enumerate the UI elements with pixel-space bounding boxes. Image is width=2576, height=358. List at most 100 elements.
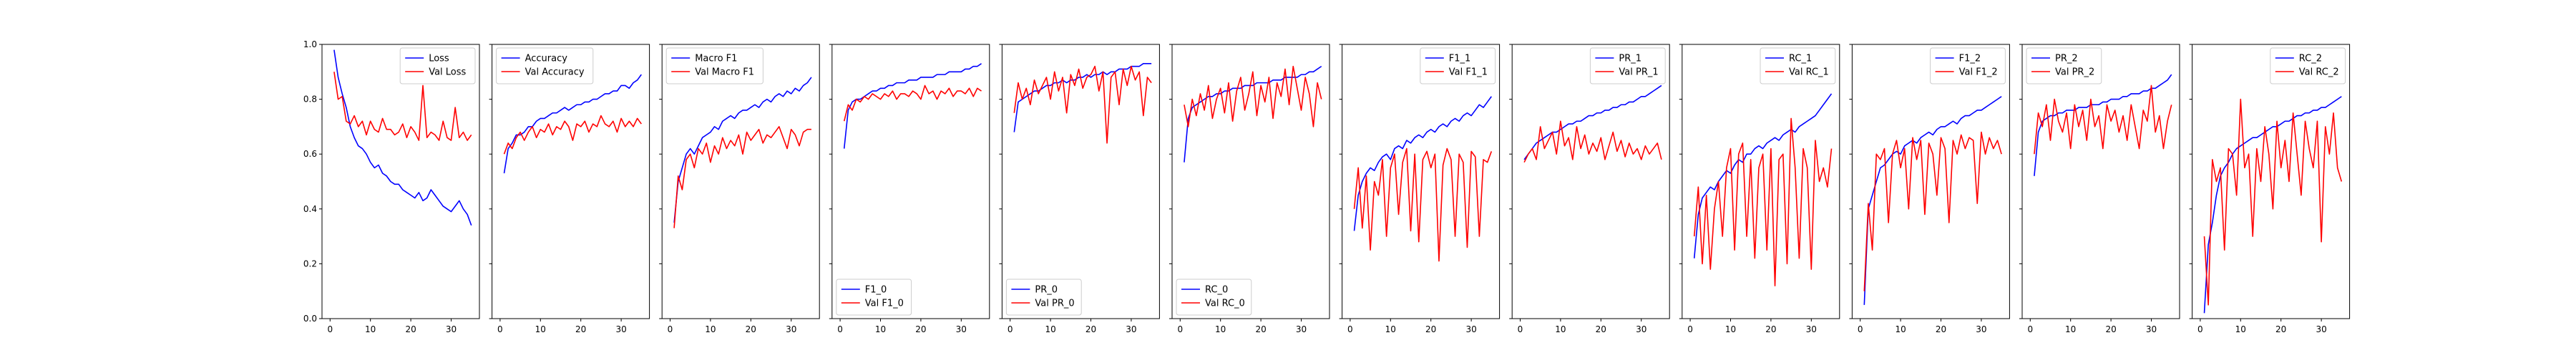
subplot-2: 0 10 20 30 Accuracy Val Accuracy: [489, 44, 650, 334]
legend-label: Val F1_0: [865, 299, 904, 309]
legend: Accuracy Val Accuracy: [496, 47, 594, 84]
legend-box: [1760, 47, 1836, 84]
x-tick-label: 20: [1765, 324, 1776, 334]
legend-box: [1930, 47, 2006, 84]
x-tick-label: 0: [837, 324, 843, 334]
x-tick-label: 10: [1385, 324, 1396, 334]
legend-label: PR_2: [2055, 54, 2078, 64]
legend-box: [836, 279, 912, 316]
legend-label: PR_1: [1619, 54, 1641, 64]
x-tick-label: 30: [1636, 324, 1646, 334]
series-line-1: [843, 63, 982, 149]
x-tick-label: 30: [1465, 324, 1476, 334]
x-tick-label: 30: [2146, 324, 2157, 334]
subplot-3: 0 10 20 30 Macro F1 Val Macro F1: [659, 44, 820, 334]
axes-frame: [1511, 44, 1670, 319]
axes-frame: [1001, 44, 1160, 319]
axes-frame: [321, 44, 480, 319]
legend-label: RC_0: [1205, 285, 1228, 296]
y-tick-label: 0.8: [303, 95, 317, 105]
legend: PR_1 Val PR_1: [1589, 47, 1666, 84]
x-tick-label: 20: [1255, 324, 1266, 334]
legend-label: Val F1_2: [1959, 67, 1998, 78]
legend-box: [2026, 47, 2102, 84]
series-line-1: [1184, 65, 1322, 163]
legend-label: Macro F1: [695, 54, 737, 64]
x-tick-label: 20: [405, 324, 416, 334]
series-line-2: [1353, 147, 1493, 262]
x-tick-label: 30: [956, 324, 967, 334]
legend: F1_0 Val F1_0: [836, 279, 912, 316]
x-tick-label: 10: [535, 324, 546, 334]
legend-box: [1589, 47, 1666, 84]
legend-box: [665, 47, 763, 84]
subplot-4: 0 10 20 30 F1_0 Val F1_0: [829, 44, 990, 334]
x-tick-label: 30: [1296, 324, 1307, 334]
x-tick-label: 20: [1425, 324, 1436, 334]
x-tick-label: 0: [2197, 324, 2203, 334]
y-tick-label: 0.6: [303, 149, 317, 159]
axes-frame: [1851, 44, 2010, 319]
x-tick-label: 10: [705, 324, 716, 334]
series-line-2: [1693, 117, 1833, 286]
x-tick-label: 10: [1215, 324, 1226, 334]
legend: Loss Val Loss: [399, 47, 476, 84]
x-tick-label: 10: [365, 324, 376, 334]
x-tick-label: 20: [1085, 324, 1096, 334]
subplot-7: 0 10 20 30 F1_1 Val F1_1: [1339, 44, 1501, 334]
legend-box: [496, 47, 594, 84]
series-line-1: [1353, 96, 1492, 231]
series-line-1: [503, 74, 642, 174]
legend-label: Accuracy: [525, 54, 568, 64]
legend-label: Loss: [429, 54, 449, 64]
series-line-2: [1863, 131, 2002, 291]
legend-label: RC_2: [2299, 54, 2322, 64]
legend: PR_2 Val PR_2: [2026, 47, 2102, 84]
x-tick-label: 10: [2065, 324, 2076, 334]
legend-label: Val Macro F1: [695, 67, 754, 78]
x-tick-label: 0: [1347, 324, 1353, 334]
series-line-2: [2203, 98, 2343, 306]
x-tick-label: 20: [2105, 324, 2116, 334]
legend-label: RC_1: [1789, 54, 1812, 64]
series-line-2: [1184, 65, 1322, 127]
legend: PR_0 Val PR_0: [1005, 279, 1082, 316]
axes-frame: [2021, 44, 2180, 319]
legend-box: [1420, 47, 1496, 84]
series-line-1: [673, 77, 812, 223]
legend-label: Val Accuracy: [525, 67, 585, 78]
legend-label: F1_0: [865, 285, 887, 296]
legend-label: Val PR_1: [1619, 67, 1658, 78]
subplot-12: 0 10 20 30 RC_2 Val RC_2: [2189, 44, 2351, 334]
axes-frame: [492, 44, 650, 319]
legend-label: Val RC_1: [1789, 67, 1829, 78]
x-tick-label: 20: [915, 324, 926, 334]
legend: RC_1 Val RC_1: [1760, 47, 1836, 84]
series-line-2: [2034, 84, 2172, 155]
legend: Macro F1 Val Macro F1: [665, 47, 763, 84]
x-tick-label: 10: [1555, 324, 1566, 334]
x-tick-label: 30: [1806, 324, 1817, 334]
legend: F1_1 Val F1_1: [1420, 47, 1496, 84]
y-tick-label: 0.0: [303, 314, 317, 324]
legend-label: PR_0: [1035, 285, 1058, 296]
subplot-6: 0 10 20 30 RC_0 Val RC_0: [1169, 44, 1330, 334]
legend-label: Val F1_1: [1449, 67, 1488, 78]
axes-frame: [831, 44, 990, 319]
legend-label: Val RC_2: [2299, 67, 2339, 78]
x-tick-label: 20: [746, 324, 756, 334]
y-tick-label: 0.4: [303, 204, 317, 214]
legend-box: [1176, 279, 1252, 316]
x-tick-label: 20: [1936, 324, 1946, 334]
legend-label: Val RC_0: [1205, 299, 1245, 309]
subplot-10: 0 10 20 30 F1_2 Val F1_2: [1849, 44, 2010, 334]
y-tick-label: 1.0: [303, 39, 317, 49]
x-tick-label: 0: [1008, 324, 1013, 334]
series-line-2: [1013, 65, 1152, 144]
legend-box: [2270, 47, 2346, 84]
series-line-2: [333, 72, 472, 141]
series-line-2: [673, 126, 811, 228]
x-tick-label: 30: [615, 324, 626, 334]
x-tick-label: 10: [1725, 324, 1736, 334]
